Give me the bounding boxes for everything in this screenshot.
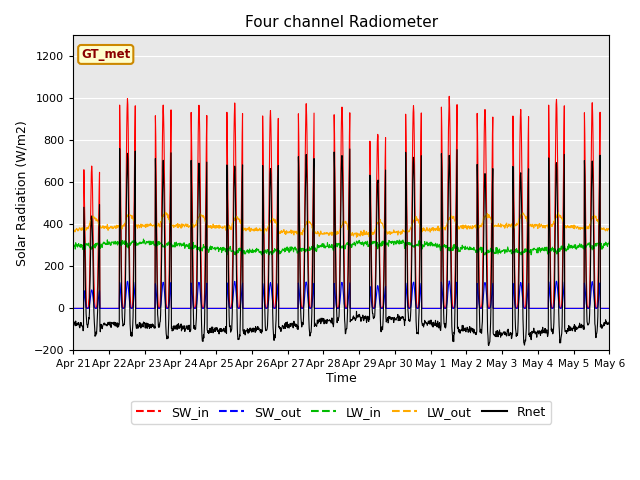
Rnet [579,324,586,329]
LW_in [69,244,77,250]
LW_in [639,236,640,242]
SW_out [445,278,453,284]
Rnet [116,146,124,152]
LW_in [159,241,166,247]
X-axis label: Time: Time [326,372,356,385]
Rnet [159,167,166,173]
Title: Four channel Radiometer: Four channel Radiometer [244,15,438,30]
Rnet [69,325,77,331]
LW_in [223,252,231,258]
Line: LW_out: LW_out [73,212,640,237]
Rnet [485,343,493,348]
SW_out [159,284,166,289]
LW_out [495,221,502,227]
SW_in [344,269,352,275]
LW_out [333,230,341,236]
Rnet [634,322,640,327]
LW_in [344,242,352,248]
Rnet [344,262,352,268]
LW_in [634,243,640,249]
LW_out [159,215,166,221]
SW_in [578,305,586,311]
SW_out [494,305,502,311]
SW_in [445,94,453,99]
SW_in [159,134,166,140]
Rnet [495,333,502,338]
Legend: SW_in, SW_out, LW_in, LW_out, Rnet: SW_in, SW_out, LW_in, LW_out, Rnet [131,401,551,424]
SW_out [578,305,586,311]
LW_in [578,242,586,248]
SW_out [69,305,77,311]
Line: Rnet: Rnet [73,149,640,346]
SW_out [344,301,352,307]
SW_in [69,305,77,311]
SW_in [333,304,341,310]
SW_out [634,305,640,311]
Line: LW_in: LW_in [73,239,640,255]
Rnet [333,315,341,321]
LW_out [353,234,360,240]
LW_out [344,226,352,231]
LW_in [494,251,502,257]
Text: GT_met: GT_met [81,48,131,61]
LW_out [634,227,640,232]
SW_in [634,305,640,311]
SW_out [333,305,341,311]
Line: SW_in: SW_in [73,96,640,308]
Line: SW_out: SW_out [73,281,640,308]
Y-axis label: Solar Radiation (W/m2): Solar Radiation (W/m2) [15,120,28,266]
LW_out [579,226,586,231]
SW_in [494,305,502,311]
LW_out [162,209,170,215]
LW_in [333,241,341,247]
LW_out [69,226,77,232]
